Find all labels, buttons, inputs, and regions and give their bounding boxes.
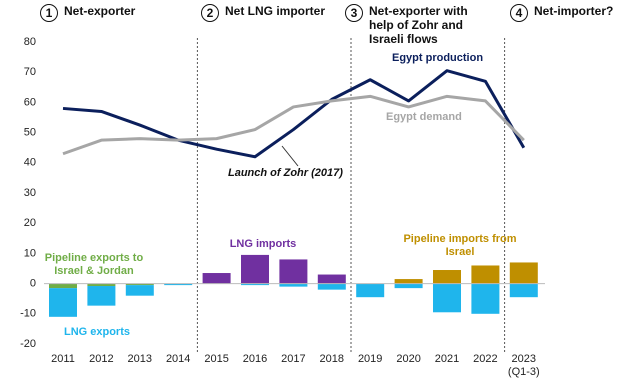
phase-label: Net LNG importer [225,4,326,18]
series-label: Egypt production [392,52,484,64]
bar [49,288,77,317]
y-tick-label: 30 [24,187,36,199]
bar [509,262,538,284]
line [62,94,525,156]
phase-number: 2 [201,4,219,22]
y-tick-label: 50 [24,127,36,139]
bar [49,283,77,289]
y-tick-label: -10 [20,308,36,320]
y-tick-label: 70 [24,66,36,78]
line [62,69,526,159]
x-tick-label: 2015 [204,353,229,365]
series-label: Egypt demand [386,111,462,123]
bar [356,283,385,298]
bar [279,259,308,284]
series-label: LNG imports [229,238,297,250]
x-tick-label: 2022 [473,353,498,365]
y-tick-label: 80 [24,36,36,48]
bar [164,283,193,286]
series-label: Pipeline imports from Israel [403,233,517,258]
x-tick-label: 2017 [281,353,306,365]
x-tick-label: 2011 [51,353,75,365]
x-tick-label: 2023 (Q1-3) [507,353,540,378]
bar [317,283,346,290]
y-tick-label: 20 [24,217,36,229]
bar [433,270,461,284]
x-tick-label: 2012 [89,353,114,365]
bar [87,286,116,306]
x-tick-label: 2020 [396,353,421,365]
x-tick-label: 2019 [357,353,383,365]
phase-header: 3 Net-exporter with help of Zohr and Isra… [345,4,495,46]
phase-label: Net-exporter with help of Zohr and Israe… [369,4,468,46]
x-tick-label: 2014 [165,353,191,365]
y-tick-label: -20 [20,338,36,350]
bar [394,283,423,289]
bar [471,265,500,284]
y-tick-label: 0 [30,278,36,290]
bar [125,285,154,296]
bar [471,283,500,314]
phase-number: 4 [510,4,528,22]
bar [433,283,461,313]
bar [202,273,231,284]
series-label: Pipeline exports to Israel & Jordan [44,252,144,277]
y-tick-label: 60 [24,96,36,108]
x-tick-label: 2013 [127,353,153,365]
bar [87,283,116,287]
x-tick-label: 2021 [434,353,460,365]
phase-header: 2 Net LNG importer [201,4,341,22]
phase-header: 4 Net-importer? [510,4,620,22]
bar [279,283,308,287]
bar [509,283,538,298]
y-tick-label: 40 [24,157,36,169]
annotation-arrow [281,145,299,167]
phase-label: Net-importer? [534,4,614,18]
x-tick-label: 2016 [242,353,268,365]
series-label: LNG exports [63,326,130,338]
phase-number: 1 [40,4,58,22]
phase-number: 3 [345,4,363,22]
bar [125,283,154,286]
x-tick-label: 2018 [319,353,345,365]
phase-label: Net-exporter [64,4,136,18]
bar [317,274,346,284]
bar [394,279,423,284]
annotation: Launch of Zohr (2017) [228,167,343,179]
bar [241,283,269,286]
y-tick-label: 10 [24,247,36,259]
bar [241,254,269,284]
phase-header: 1 Net-exporter [40,4,180,22]
